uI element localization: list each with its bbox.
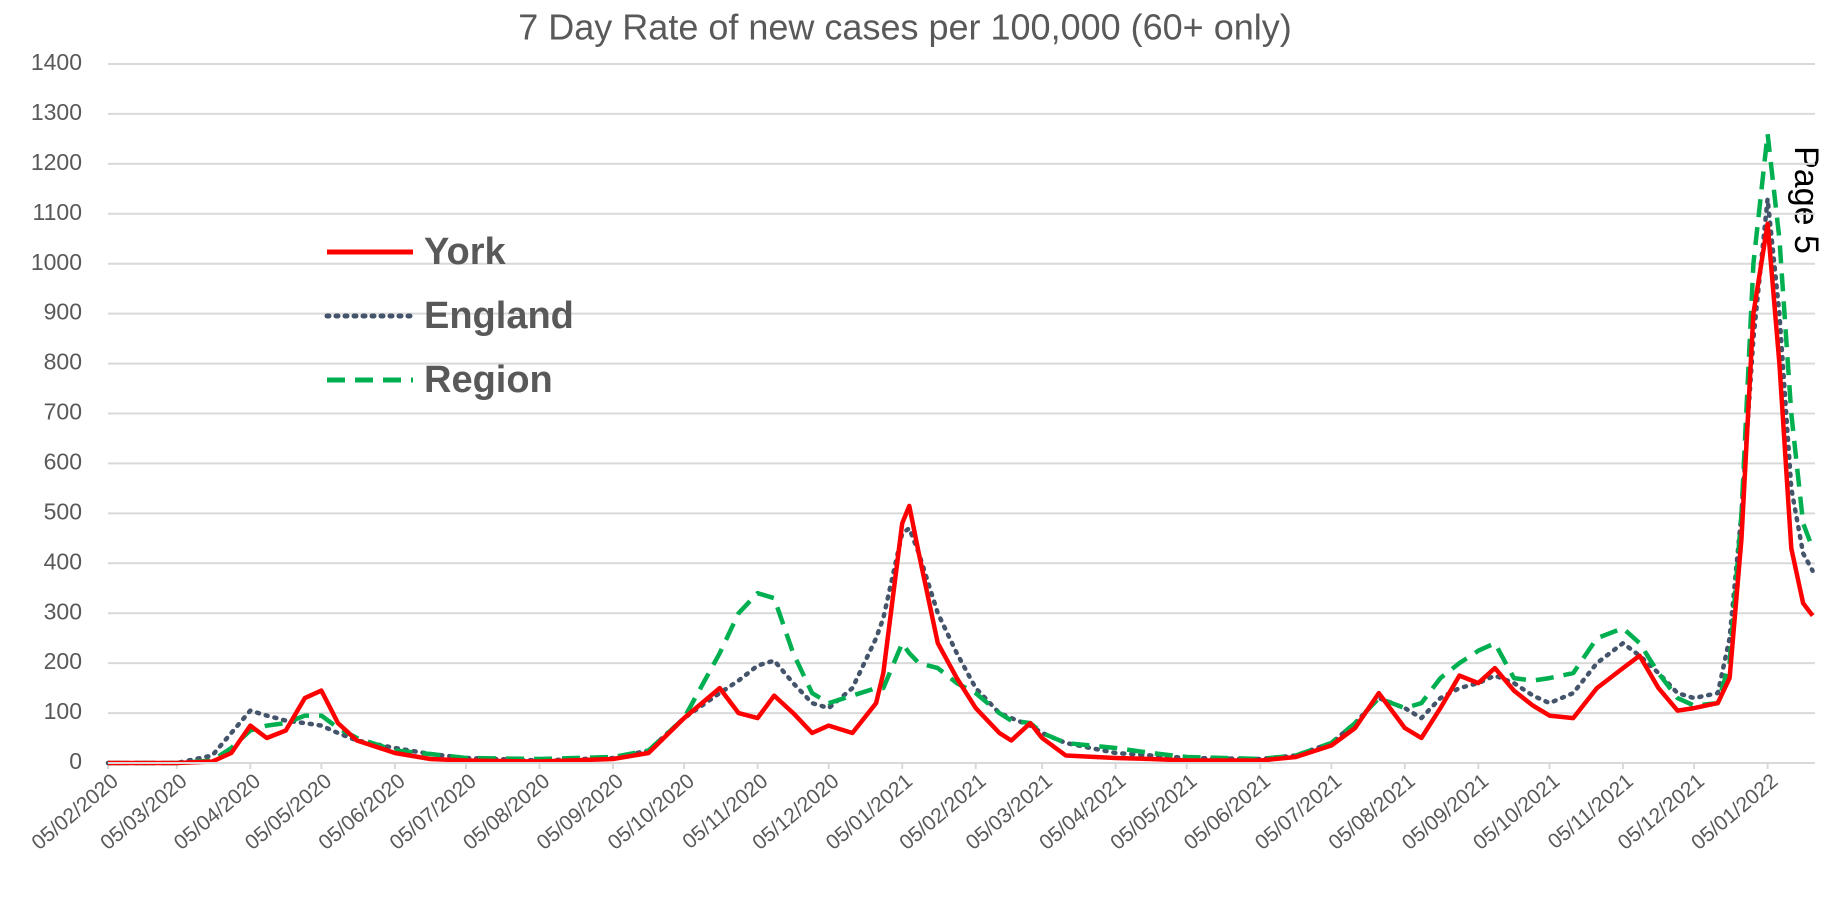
y-tick-label: 1100: [33, 199, 82, 225]
page-note: Page 5: [1787, 146, 1825, 254]
y-tick-label: 100: [44, 698, 82, 724]
grid: [108, 63, 1815, 764]
y-tick-label: 1300: [31, 99, 82, 125]
y-tick-label: 1400: [31, 49, 82, 75]
y-tick-label: 500: [44, 498, 82, 524]
legend-label: Region: [424, 359, 553, 401]
y-tick-label: 0: [69, 748, 82, 774]
y-tick-label: 1000: [31, 249, 82, 275]
y-tick-label: 700: [44, 399, 82, 425]
y-tick-label: 900: [44, 299, 82, 325]
series-line: [108, 131, 1815, 766]
series-line: [105, 196, 1815, 766]
legend-label: York: [424, 231, 507, 273]
y-tick-label: 800: [44, 349, 82, 375]
y-tick-label: 1200: [31, 149, 82, 175]
chart-title: 7 Day Rate of new cases per 100,000 (60+…: [518, 7, 1291, 48]
legend-label: England: [424, 295, 574, 337]
y-tick-label: 400: [44, 548, 82, 574]
series-line: [108, 221, 1815, 766]
y-tick-label: 600: [44, 449, 82, 475]
y-tick-label: 200: [44, 648, 82, 674]
y-tick-label: 300: [44, 598, 82, 624]
